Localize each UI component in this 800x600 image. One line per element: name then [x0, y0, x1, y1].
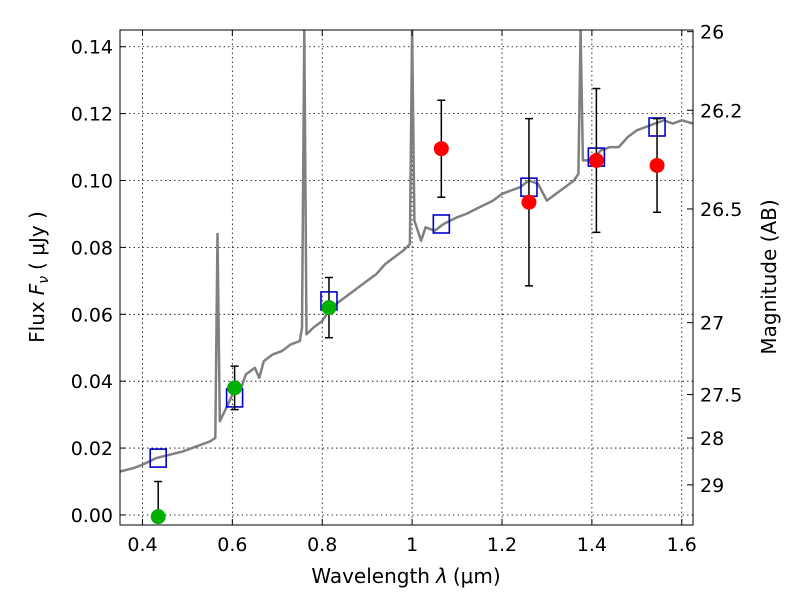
right-tick-label: 27: [700, 313, 724, 335]
detection-point: [433, 141, 449, 157]
right-tick-label: 28: [700, 428, 724, 450]
detection-point: [150, 509, 166, 525]
y-tick-label: 0.12: [71, 104, 113, 126]
plot-area: [120, 30, 693, 525]
y-tick-label: 0.14: [71, 37, 113, 59]
y-tick-label: 0.06: [71, 304, 113, 326]
right-tick-label: 26: [700, 22, 724, 44]
x-tick-label: 0.8: [307, 534, 337, 556]
right-tick-label: 29: [700, 475, 724, 497]
right-tick-label: 26.5: [700, 199, 742, 221]
y-tick-label: 0.00: [71, 505, 113, 527]
y-tick-label: 0.04: [71, 371, 113, 393]
x-tick-label: 1: [406, 534, 418, 556]
x-tick-label: 1.4: [577, 534, 607, 556]
y-tick-label: 0.02: [71, 438, 113, 460]
marker-layer: [149, 87, 666, 525]
ticks: 0.4 0.6 0.8 1 1.2 1.4 1.6 0.00 0.02 0.04 0.06 0.08 0…: [71, 22, 743, 556]
x-tick-label: 0.6: [217, 534, 247, 556]
detection-point: [649, 157, 665, 173]
model-photometry-square: [432, 214, 451, 234]
right-tick-label: 27.5: [700, 385, 742, 407]
series-layer: [120, 30, 693, 473]
y-axis-title: FluxFν( μJy ): [25, 211, 52, 343]
detection-point: [321, 300, 337, 316]
y-tick-label: 0.10: [71, 171, 113, 193]
detection-point: [521, 194, 537, 210]
detection-point: [588, 152, 604, 168]
model-photometry-square: [149, 448, 167, 468]
x-tick-label: 1.2: [487, 534, 517, 556]
detection-point: [227, 380, 243, 396]
x-tick-label: 0.4: [127, 534, 157, 556]
right-tick-label: 26.2: [700, 100, 742, 122]
x-tick-label: 1.6: [667, 534, 697, 556]
x-axis-title: Wavelength λ (μm): [311, 564, 500, 588]
plot-frame: [119, 29, 694, 526]
right-axis-title: Magnitude (AB): [757, 199, 781, 354]
model-sed-line: [120, 30, 693, 473]
y-tick-label: 0.08: [71, 237, 113, 259]
